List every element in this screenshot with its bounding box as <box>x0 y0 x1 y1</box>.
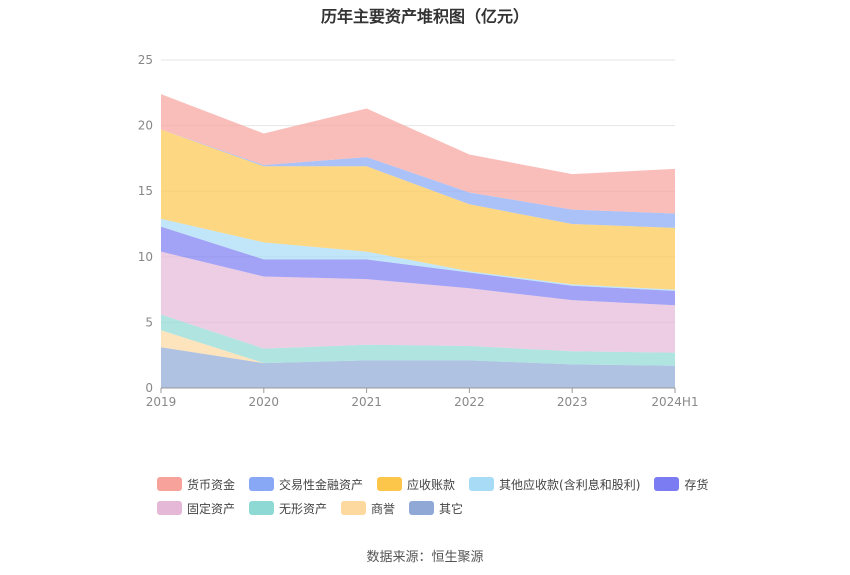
y-tick-label: 5 <box>145 315 153 329</box>
legend-label: 其它 <box>439 501 464 516</box>
source-note: 数据来源：恒生聚源 <box>366 550 484 565</box>
y-tick-label: 0 <box>145 381 153 395</box>
legend-item[interactable]: 存货 <box>654 476 708 493</box>
legend-swatch <box>249 477 275 491</box>
y-tick-label: 25 <box>138 53 153 67</box>
legend-swatch <box>249 501 275 515</box>
x-tick-label: 2021 <box>351 395 382 409</box>
x-tick-label: 2020 <box>249 395 280 409</box>
legend-swatch <box>654 477 680 491</box>
legend-swatch <box>157 477 182 491</box>
legend-label: 存货 <box>684 477 709 492</box>
x-tick-label: 2024H1 <box>651 395 698 409</box>
legend-swatch <box>341 501 367 515</box>
legend-row: 固定资产 无形资产 商誉 其它 <box>157 496 717 520</box>
y-tick-label: 20 <box>138 119 153 133</box>
legend-item[interactable]: 固定资产 <box>157 500 235 517</box>
area-存货 <box>161 226 675 306</box>
legend-swatch <box>409 501 435 515</box>
legend-row: 货币资金 交易性金融资产 应收账款 其他应收款(含利息和股利) 存货 <box>157 472 717 496</box>
area-其它 <box>161 347 675 388</box>
legend-item[interactable]: 交易性金融资产 <box>249 476 363 493</box>
x-tick-label: 2019 <box>146 395 177 409</box>
legend: 货币资金 交易性金融资产 应收账款 其他应收款(含利息和股利) 存货 固定资产 无形资产 商… <box>157 472 717 520</box>
legend-item[interactable]: 无形资产 <box>249 500 327 517</box>
x-tick-label: 2023 <box>557 395 588 409</box>
y-tick-label: 15 <box>138 184 153 198</box>
legend-item[interactable]: 应收账款 <box>377 476 455 493</box>
legend-label: 无形资产 <box>279 501 328 516</box>
area-货币资金 <box>161 94 675 214</box>
area-交易性金融资产 <box>161 129 675 228</box>
chart-title: 历年主要资产堆积图（亿元） <box>320 7 529 26</box>
legend-label: 货币资金 <box>187 477 236 492</box>
stacked-area-chart: 0 5 10 15 20 25 2019 2020 2021 2022 2023 2024H1 <box>138 53 699 409</box>
legend-item[interactable]: 其它 <box>409 500 463 517</box>
area-无形资产 <box>161 314 675 366</box>
legend-swatch <box>157 501 182 515</box>
area-series <box>161 94 675 388</box>
area-其他应收款(含利息和股利) <box>161 218 675 291</box>
legend-label: 商誉 <box>371 501 396 516</box>
legend-item[interactable]: 货币资金 <box>157 476 235 493</box>
legend-swatch <box>377 477 403 491</box>
legend-item[interactable]: 其他应收款(含利息和股利) <box>469 476 640 493</box>
legend-item[interactable]: 商誉 <box>341 500 395 517</box>
y-tick-label: 10 <box>138 250 153 264</box>
legend-label: 应收账款 <box>407 477 456 492</box>
legend-swatch <box>469 477 495 491</box>
area-固定资产 <box>161 251 675 353</box>
axes: 0 5 10 15 20 25 2019 2020 2021 2022 2023 2024H1 <box>138 53 699 409</box>
legend-label: 交易性金融资产 <box>279 477 364 492</box>
legend-label: 其他应收款(含利息和股利) <box>499 477 641 492</box>
x-tick-label: 2022 <box>454 395 485 409</box>
legend-label: 固定资产 <box>187 501 236 516</box>
area-应收账款 <box>161 129 675 290</box>
